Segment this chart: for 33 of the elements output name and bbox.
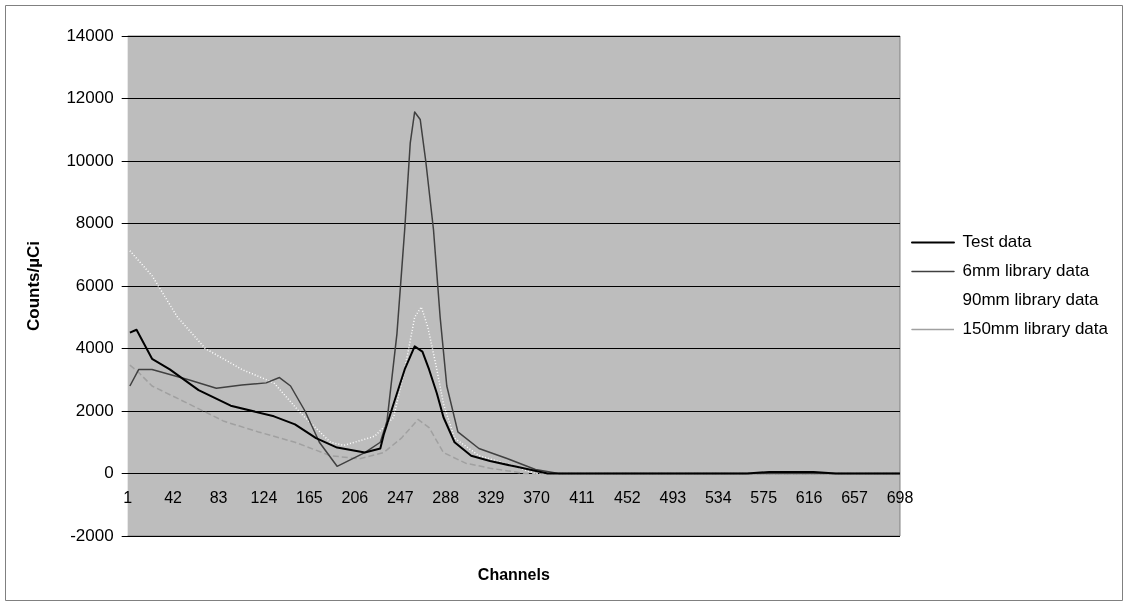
x-tick-label: 329 [477,488,505,506]
x-tick-label: 370 [523,488,550,506]
y-tick-label: 4000 [75,338,114,358]
legend-label: 150mm library data [962,319,1109,339]
y-tick-label: 6000 [75,275,114,295]
x-tick-label: 493 [659,488,687,506]
x-tick-label: 616 [795,488,823,506]
x-tick-label: 698 [886,488,914,506]
y-axis-title: Counts/µCi [23,240,43,332]
x-tick-label: 165 [296,488,323,506]
y-tick-label: -2000 [70,525,114,545]
x-tick-label: 83 [209,488,228,506]
x-tick-label: 534 [704,488,732,506]
x-tick-label: 657 [841,488,869,506]
x-tick-label: 206 [341,488,369,506]
x-tick-label: 1 [123,488,133,506]
y-tick-label: 8000 [75,213,114,233]
text: 90mm library data [962,290,1100,310]
x-tick-label: 124 [250,488,278,506]
legend-label: 6mm library data [962,261,1090,281]
x-tick-label: 42 [164,488,183,506]
y-tick-label: 0 [104,463,114,483]
y-tick-label: 14000 [66,25,114,45]
x-tick-label: 288 [432,488,460,506]
y-tick-label: 2000 [75,400,114,420]
x-tick-label: 247 [386,488,414,506]
legend-label: Test data [962,232,1033,252]
y-tick-label: 10000 [66,150,114,170]
x-tick-label: 411 [569,488,595,506]
x-tick-label: 452 [614,488,641,506]
x-tick-label: 575 [750,488,778,506]
y-tick-label: 12000 [66,88,114,108]
x-axis-title: Channels [477,566,550,584]
